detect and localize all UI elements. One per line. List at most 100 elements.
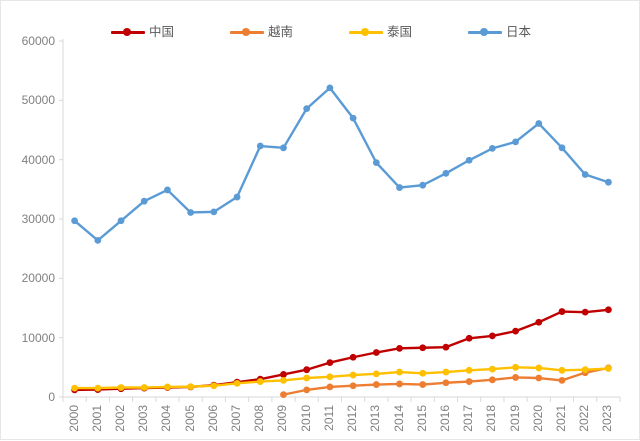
y-axis-tick-label: 0	[48, 390, 55, 404]
data-point[interactable]	[164, 186, 171, 194]
data-point[interactable]	[187, 383, 195, 391]
data-point[interactable]	[535, 374, 543, 382]
data-point[interactable]	[280, 144, 287, 152]
data-point[interactable]	[326, 373, 334, 381]
data-point[interactable]	[303, 374, 311, 382]
legend-label-thailand: 泰国	[387, 25, 413, 39]
data-point[interactable]	[71, 217, 78, 225]
data-point[interactable]	[558, 308, 566, 315]
data-point[interactable]	[465, 334, 473, 342]
data-point[interactable]	[94, 236, 102, 244]
data-point[interactable]	[303, 386, 311, 394]
data-point[interactable]	[326, 359, 334, 366]
data-point[interactable]	[396, 344, 403, 352]
legend-label-japan: 日本	[506, 25, 532, 39]
data-point[interactable]	[233, 379, 241, 387]
legend-item-china[interactable]: 中国	[110, 25, 174, 39]
data-point[interactable]	[488, 365, 496, 373]
legend-label-china: 中国	[148, 25, 174, 39]
data-point[interactable]	[117, 217, 125, 225]
data-point[interactable]	[535, 120, 543, 127]
data-point[interactable]	[581, 308, 589, 316]
legend-item-japan[interactable]: 日本	[468, 26, 531, 38]
data-point[interactable]	[512, 374, 519, 381]
data-point[interactable]	[442, 368, 450, 376]
data-point[interactable]	[442, 343, 450, 351]
legend-swatch-icon-thailand	[349, 26, 383, 38]
data-point[interactable]	[326, 383, 334, 391]
data-point[interactable]	[396, 368, 403, 376]
data-point[interactable]	[396, 184, 403, 191]
data-point[interactable]	[280, 371, 287, 378]
data-point[interactable]	[419, 181, 427, 189]
data-point[interactable]	[605, 178, 612, 186]
data-point[interactable]	[233, 193, 241, 201]
data-point[interactable]	[349, 114, 357, 122]
data-point[interactable]	[303, 366, 311, 374]
legend-swatch-icon-china	[110, 26, 145, 38]
chart-legend: 中国 越南 泰国 日本	[1, 19, 640, 45]
series-1	[71, 306, 612, 394]
legend-item-vietnam[interactable]: 越南	[229, 25, 293, 39]
data-point[interactable]	[442, 379, 450, 387]
data-point[interactable]	[140, 197, 148, 205]
data-point[interactable]	[419, 344, 427, 352]
data-point[interactable]	[558, 376, 566, 384]
y-axis-tick-label: 30000	[21, 212, 55, 226]
data-point[interactable]	[581, 171, 589, 178]
data-point[interactable]	[488, 144, 496, 152]
data-point[interactable]	[326, 84, 334, 92]
data-point[interactable]	[164, 383, 171, 391]
data-point[interactable]	[210, 382, 218, 390]
data-point[interactable]	[512, 327, 519, 335]
data-point[interactable]	[535, 364, 543, 372]
data-point[interactable]	[280, 391, 287, 399]
data-point[interactable]	[488, 376, 496, 384]
series-4	[71, 84, 612, 244]
data-point[interactable]	[256, 378, 264, 385]
data-point[interactable]	[465, 366, 473, 374]
data-point[interactable]	[372, 381, 380, 388]
legend-swatch-icon-vietnam	[229, 26, 264, 38]
data-point[interactable]	[372, 159, 380, 167]
data-point[interactable]	[558, 366, 566, 374]
data-point[interactable]	[535, 318, 543, 326]
data-point[interactable]	[419, 381, 427, 388]
data-point[interactable]	[372, 370, 380, 378]
data-point[interactable]	[512, 363, 519, 371]
data-point[interactable]	[71, 384, 78, 392]
data-point[interactable]	[512, 138, 519, 146]
data-point[interactable]	[558, 144, 566, 152]
data-point[interactable]	[419, 369, 427, 377]
y-axis-tick-label: 40000	[21, 152, 55, 167]
series-layer	[71, 84, 612, 399]
data-point[interactable]	[187, 209, 195, 216]
data-point[interactable]	[140, 384, 148, 391]
data-point[interactable]	[605, 306, 612, 314]
data-point[interactable]	[303, 105, 311, 113]
data-point[interactable]	[349, 371, 357, 379]
data-point[interactable]	[488, 332, 496, 340]
legend-label-vietnam: 越南	[267, 25, 293, 39]
data-point[interactable]	[465, 378, 473, 385]
series-line	[73, 366, 610, 390]
data-point[interactable]	[465, 156, 473, 164]
series-line	[73, 86, 610, 242]
data-point[interactable]	[442, 169, 450, 177]
data-point[interactable]	[256, 142, 264, 150]
data-point[interactable]	[349, 353, 357, 361]
legend-item-thailand[interactable]: 泰国	[349, 26, 412, 38]
axis-layer	[59, 39, 621, 402]
data-point[interactable]	[117, 384, 125, 391]
data-point[interactable]	[605, 365, 612, 372]
data-point[interactable]	[372, 349, 380, 356]
data-point[interactable]	[349, 382, 357, 390]
y-axis-tick-label: 60000	[21, 34, 55, 48]
data-point[interactable]	[581, 366, 589, 374]
data-point[interactable]	[280, 376, 287, 384]
data-point[interactable]	[396, 380, 403, 388]
data-point[interactable]	[94, 384, 102, 392]
data-point[interactable]	[210, 208, 218, 216]
